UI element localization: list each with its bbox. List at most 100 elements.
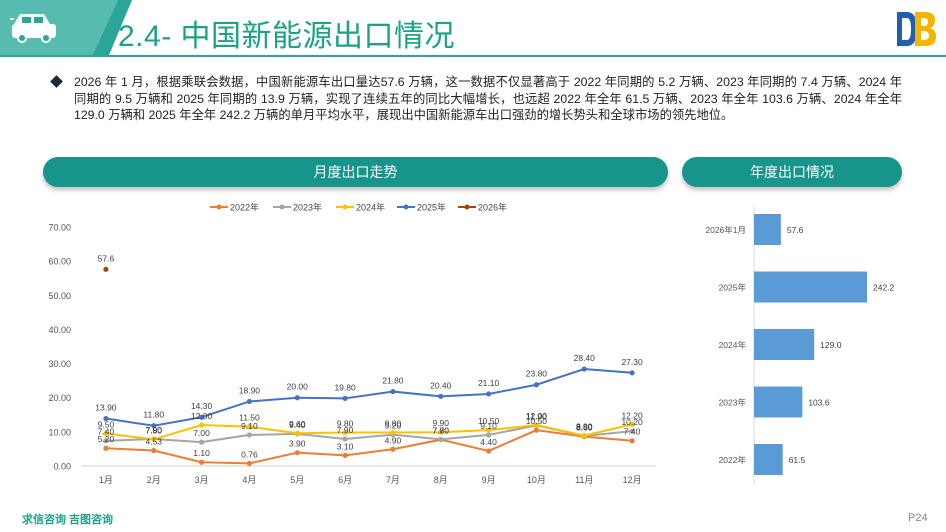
data-label: 4.53 bbox=[145, 437, 162, 447]
monthly-section-title: 月度出口走势 bbox=[313, 164, 398, 180]
y-tick-label: 0.00 bbox=[53, 462, 71, 472]
header-divider bbox=[0, 55, 946, 57]
data-label: 0.76 bbox=[241, 449, 258, 459]
legend-label: 2022年 bbox=[230, 202, 259, 213]
data-point-2022年 bbox=[390, 446, 396, 452]
data-point-2022年 bbox=[533, 427, 540, 433]
monthly-line-chart: 0.00 10.00 20.00 30.00 40.00 50.00 60.00 70.00 1… bbox=[48, 202, 656, 485]
data-point-2022年 bbox=[294, 450, 300, 456]
y-tick-label: 20.00 bbox=[48, 393, 71, 403]
data-point-2025年 bbox=[198, 414, 205, 420]
bar-value-label: 103.6 bbox=[808, 398, 830, 408]
x-tick-label: 6月 bbox=[338, 475, 352, 485]
x-tick-label: 8月 bbox=[434, 475, 448, 485]
bar-value-label: 61.5 bbox=[789, 455, 806, 465]
bar bbox=[754, 329, 815, 360]
data-label: 9.20 bbox=[385, 421, 402, 431]
data-label: 7.40 bbox=[624, 427, 641, 437]
data-point-2023年 bbox=[629, 428, 635, 434]
x-tick-label: 5月 bbox=[290, 475, 304, 485]
bar-value-label: 129.0 bbox=[820, 340, 842, 350]
x-tick-label: 12月 bbox=[623, 475, 642, 485]
data-point-2025年 bbox=[533, 382, 540, 388]
annual-bar-chart: 2026年1月 57.6 2025年 242.2 2024年 129.0 2023年 103.… bbox=[705, 206, 895, 484]
data-label: 9.40 bbox=[289, 420, 306, 430]
data-label: 8.80 bbox=[576, 422, 593, 432]
y-tick-label: 70.00 bbox=[48, 223, 71, 233]
data-point-2022年 bbox=[342, 452, 348, 459]
data-label: 12.20 bbox=[621, 410, 643, 420]
data-point-2023年 bbox=[198, 439, 205, 445]
category-label: 2022年 bbox=[719, 455, 747, 465]
legend-marker-2024年 bbox=[342, 204, 348, 210]
y-tick-label: 60.00 bbox=[48, 257, 71, 267]
data-label: 3.90 bbox=[289, 439, 306, 449]
x-tick-label: 1月 bbox=[99, 475, 113, 485]
bar bbox=[754, 444, 783, 475]
data-label: 10.50 bbox=[478, 416, 500, 426]
data-label: 7.70 bbox=[432, 426, 449, 436]
data-point-2025年 bbox=[342, 395, 348, 401]
data-point-2023年 bbox=[103, 438, 109, 444]
data-label: 9.10 bbox=[480, 421, 497, 431]
monthly-section-header: 月度出口走势 bbox=[43, 157, 668, 187]
car-icon bbox=[10, 14, 56, 43]
data-label: 20.40 bbox=[430, 380, 452, 390]
data-label: 7.80 bbox=[432, 425, 449, 435]
data-label: 9.60 bbox=[289, 419, 306, 429]
x-tick-label: 7月 bbox=[386, 475, 400, 485]
summary-text: 2026 年 1 月，根据乘联会数据，中国新能源车出口量达57.6 万辆，这一数… bbox=[74, 75, 902, 122]
summary-paragraph: 2026 年 1 月，根据乘联会数据，中国新能源车出口量达57.6 万辆，这一数… bbox=[52, 74, 902, 124]
legend-marker-2022年 bbox=[216, 204, 222, 210]
data-point-2026年 bbox=[103, 266, 109, 272]
data-label: 21.10 bbox=[478, 378, 500, 388]
data-label: 7.00 bbox=[193, 428, 210, 438]
page-title: 2.4- 中国新能源出口情况 bbox=[118, 20, 456, 53]
data-point-2023年 bbox=[342, 436, 348, 442]
data-label: 12.00 bbox=[191, 411, 213, 421]
legend-label: 2025年 bbox=[417, 202, 446, 213]
data-point-2022年 bbox=[246, 460, 253, 467]
data-label: 9.50 bbox=[98, 420, 115, 430]
series-line-2025年 bbox=[105, 368, 633, 427]
data-point-2023年 bbox=[246, 432, 253, 438]
data-label: 13.90 bbox=[95, 403, 117, 413]
annual-section-header: 年度出口情况 bbox=[682, 157, 902, 187]
data-label: 3.10 bbox=[337, 441, 354, 451]
data-point-2022年 bbox=[103, 445, 109, 451]
data-label: 10.20 bbox=[621, 417, 643, 427]
data-point-2022年 bbox=[198, 459, 205, 465]
data-point-2025年 bbox=[151, 423, 157, 429]
data-point-2025年 bbox=[438, 393, 444, 399]
legend-marker-2023年 bbox=[279, 204, 285, 210]
y-tick-label: 40.00 bbox=[48, 325, 71, 335]
x-tick-label: 10月 bbox=[527, 475, 546, 485]
category-label: 2025年 bbox=[719, 283, 747, 293]
legend-label: 2026年 bbox=[478, 202, 507, 213]
data-label: 11.50 bbox=[239, 413, 260, 423]
category-label: 2026年1月 bbox=[705, 225, 746, 235]
data-point-2025年 bbox=[485, 391, 492, 397]
data-label: 57.6 bbox=[98, 253, 115, 263]
bar bbox=[754, 271, 867, 303]
footer-source: 求信咨询 吉图咨询 bbox=[22, 514, 114, 526]
data-label: 21.80 bbox=[382, 376, 404, 386]
data-label: 8.90 bbox=[576, 422, 593, 432]
legend-label: 2023年 bbox=[293, 202, 322, 213]
bar bbox=[754, 214, 781, 245]
data-label: 20.00 bbox=[287, 382, 309, 392]
data-label: 11.80 bbox=[143, 410, 164, 420]
data-label: 8.60 bbox=[576, 423, 593, 433]
x-tick-label: 4月 bbox=[242, 475, 256, 485]
data-point-2024年 bbox=[246, 424, 253, 430]
annual-section-title: 年度出口情况 bbox=[750, 164, 834, 180]
data-point-2024年 bbox=[151, 436, 157, 442]
data-point-2025年 bbox=[246, 398, 253, 405]
data-point-2025年 bbox=[103, 415, 109, 422]
category-label: 2023年 bbox=[719, 398, 747, 408]
data-point-2025年 bbox=[629, 370, 635, 376]
data-point-2022年 bbox=[629, 438, 635, 444]
data-label: 7.80 bbox=[145, 425, 162, 435]
category-label: 2024年 bbox=[719, 340, 747, 350]
series-line-2024年 bbox=[105, 423, 633, 441]
